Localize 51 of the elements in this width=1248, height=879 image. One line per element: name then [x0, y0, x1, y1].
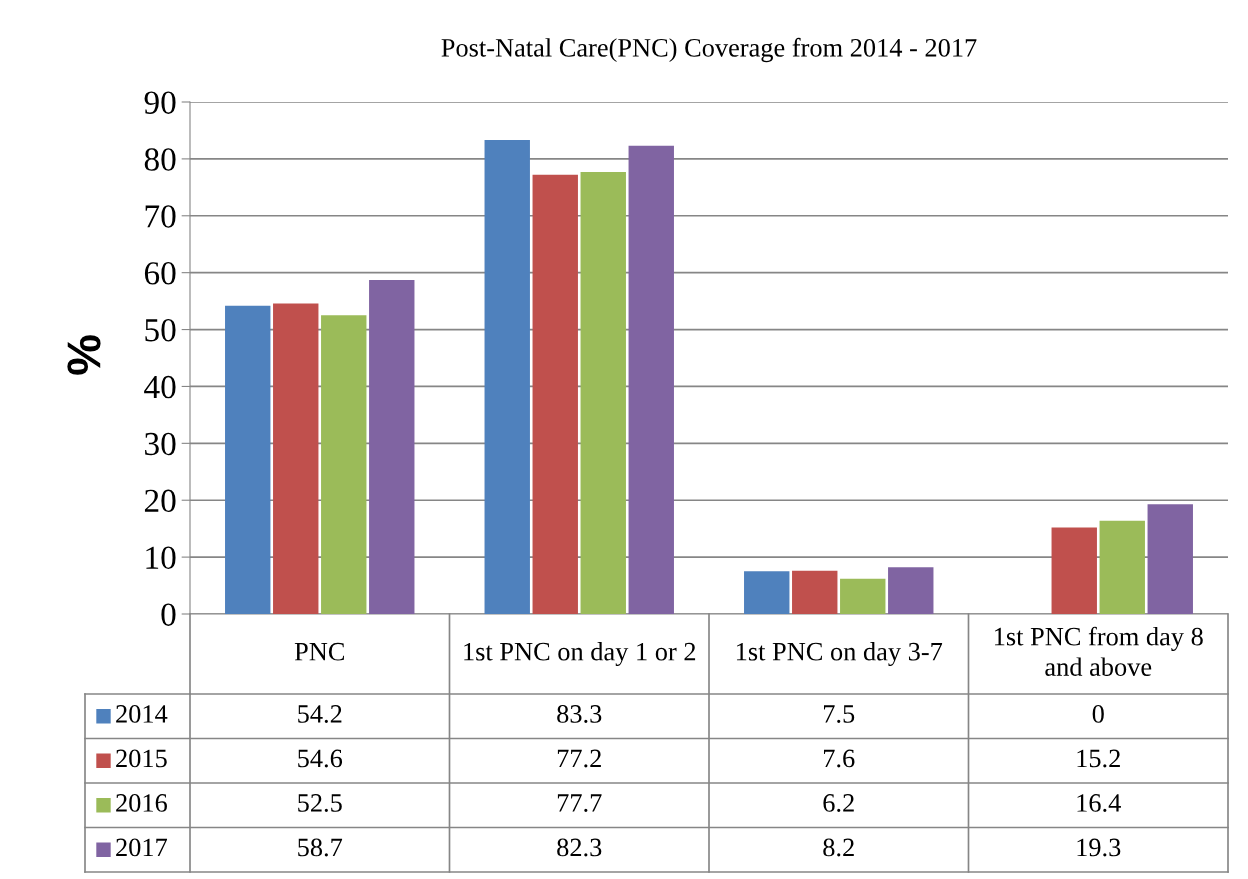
- y-tick-label: 80: [144, 148, 176, 171]
- y-tick-label: 30: [145, 432, 176, 456]
- y-tick-label: 20: [144, 489, 176, 513]
- y-tick-label: 10: [146, 546, 176, 569]
- data-label: 77.7: [557, 794, 602, 812]
- data-label: 54.2: [298, 705, 342, 723]
- data-label: 77.2: [557, 749, 601, 768]
- x-tick-label: 1st PNC on day 3-7: [736, 642, 943, 666]
- y-tick-label: 40: [144, 375, 176, 399]
- legend-label: 2015: [116, 749, 167, 768]
- bar: [225, 305, 271, 614]
- legend-label: 2017: [116, 838, 168, 857]
- y-tick-label: 60: [144, 262, 176, 285]
- data-label: 15.2: [1077, 749, 1120, 768]
- data-label: 54.6: [298, 749, 343, 768]
- data-label: 8.2: [823, 838, 854, 857]
- legend-label: 2016: [116, 794, 167, 812]
- data-label: 19.3: [1077, 838, 1121, 857]
- bar: [888, 567, 934, 614]
- y-tick-label: 90: [144, 91, 176, 114]
- data-label: 7.5: [824, 705, 855, 723]
- data-label: 0: [1092, 705, 1104, 723]
- data-label: 6.2: [823, 794, 854, 812]
- bar: [1051, 527, 1097, 614]
- bar: [369, 280, 415, 614]
- data-label: 82.3: [557, 838, 602, 857]
- y-tick-label: 50: [145, 318, 176, 342]
- y-axis-title: %: [67, 335, 101, 375]
- x-tick-label: 1st PNC on day 1 or 2: [464, 642, 696, 666]
- bar: [273, 303, 319, 614]
- data-label: 52.5: [298, 794, 342, 812]
- bar: [1147, 504, 1193, 614]
- data-label: 58.7: [298, 838, 343, 857]
- data-label: 83.3: [557, 705, 602, 723]
- bar: [321, 315, 367, 614]
- y-tick-label: 70: [145, 205, 176, 228]
- x-tick-label: 1st PNC from day 8 and above: [995, 626, 1203, 676]
- bar: [532, 174, 578, 614]
- bar: [484, 140, 530, 614]
- data-label: 16.4: [1077, 794, 1121, 812]
- bar: [1099, 520, 1145, 614]
- bar: [792, 570, 838, 614]
- bar: [628, 145, 674, 614]
- bar: [580, 171, 626, 614]
- y-tick-label: 0: [161, 603, 176, 626]
- bar: [840, 578, 886, 614]
- x-tick-label: PNC: [294, 642, 344, 661]
- chart-title: Post-Natal Care(PNC) Coverage from 2014 - 2017: [441, 37, 977, 63]
- legend-label: 2014: [116, 705, 168, 723]
- bar: [744, 571, 790, 614]
- data-label: 7.6: [824, 749, 855, 768]
